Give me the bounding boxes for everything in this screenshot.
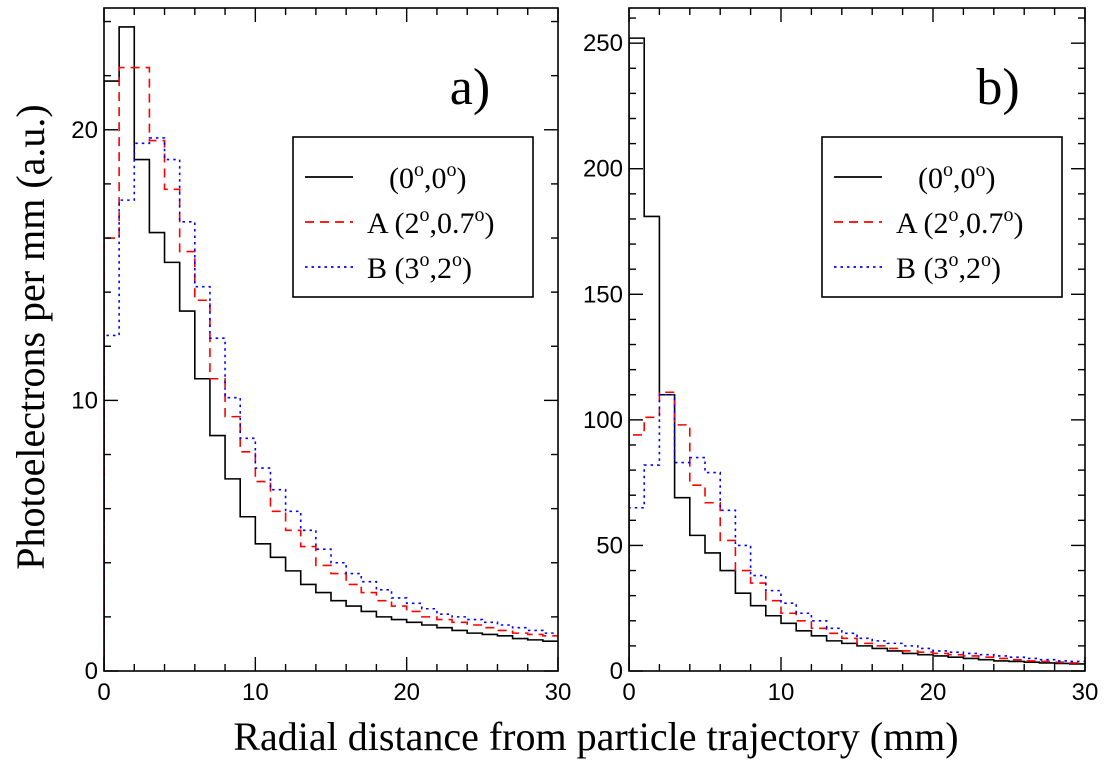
legend-label-part: ) [485, 207, 495, 240]
x-tick-label: 0 [97, 679, 110, 706]
legend-label-part: ,0.7 [430, 207, 475, 240]
y-tick-label: 250 [583, 30, 623, 57]
x-tick-label: 20 [393, 679, 420, 706]
legend-label-superscript: o [452, 249, 462, 271]
legend-label-part: ,0.7 [959, 207, 1004, 240]
legend-label-part: (0 [389, 162, 414, 195]
legend-label-part: ,2 [959, 252, 982, 285]
legend-label-part: ,0 [424, 162, 447, 195]
series-line-reference [629, 37, 1085, 671]
legend-label-part: ) [986, 162, 996, 195]
series-line-reference [104, 26, 558, 671]
legend-box [821, 136, 1063, 298]
x-tick-label: 30 [545, 679, 572, 706]
series-group [104, 26, 558, 671]
x-tick-label: 30 [1072, 679, 1099, 706]
y-tick-label: 0 [610, 658, 623, 685]
legend: (0o,0o)A (2o,0.7o)B (3o,2o) [292, 136, 534, 298]
legend-label-superscript: o [1004, 204, 1014, 226]
legend-label-superscript: o [414, 159, 424, 181]
legend-box [292, 136, 534, 298]
legend-label-part: ,2 [430, 252, 453, 285]
x-tick-label: 0 [622, 679, 635, 706]
y-tick-label: 100 [583, 407, 623, 434]
legend: (0o,0o)A (2o,0.7o)B (3o,2o) [821, 136, 1063, 298]
legend-label-part: A (2 [896, 207, 949, 240]
y-axis-title: Photoelectrons per mm (a.u.) [8, 104, 53, 569]
legend-label-superscript: o [475, 204, 485, 226]
legend-label-part: B (3 [896, 252, 949, 285]
series-line-b [629, 393, 1085, 671]
x-tick-label: 10 [768, 679, 795, 706]
legend-label-part: ) [1014, 207, 1024, 240]
y-tick-label: 20 [71, 117, 98, 144]
legend-label-superscript: o [981, 249, 991, 271]
panel-label: b) [976, 59, 1019, 116]
legend-label: B (3o,2o) [367, 249, 472, 285]
legend-label-part: A (2 [367, 207, 420, 240]
legend-label: B (3o,2o) [896, 249, 1001, 285]
y-tick-label: 0 [85, 658, 98, 685]
legend-label-superscript: o [949, 249, 959, 271]
x-tick-label: 20 [920, 679, 947, 706]
series-line-a [629, 391, 1085, 671]
plot-frame [628, 7, 1086, 672]
legend-label-part: ) [991, 252, 1001, 285]
legend-label: (0o,0o) [918, 159, 996, 195]
y-tick-label: 150 [583, 281, 623, 308]
legend-label: (0o,0o) [389, 159, 467, 195]
legend-label-part: ) [457, 162, 467, 195]
panel-label: a) [450, 59, 490, 116]
legend-label-part: ) [462, 252, 472, 285]
legend-label-superscript: o [976, 159, 986, 181]
legend-label-superscript: o [420, 204, 430, 226]
legend-label-superscript: o [420, 249, 430, 271]
legend-label-part: (0 [918, 162, 943, 195]
legend-label-superscript: o [943, 159, 953, 181]
legend-label-part: ,0 [953, 162, 976, 195]
legend-label: A (2o,0.7o) [367, 204, 495, 240]
legend-label: A (2o,0.7o) [896, 204, 1024, 240]
legend-label-superscript: o [447, 159, 457, 181]
x-tick-label: 10 [242, 679, 269, 706]
y-tick-label: 200 [583, 156, 623, 183]
series-group [629, 37, 1085, 671]
series-line-b [104, 137, 558, 671]
x-axis-title: Radial distance from particle trajectory… [233, 714, 958, 759]
legend-label-part: B (3 [367, 252, 420, 285]
plot-frame [103, 7, 559, 672]
y-tick-label: 50 [596, 532, 623, 559]
y-tick-label: 10 [71, 387, 98, 414]
legend-label-superscript: o [949, 204, 959, 226]
